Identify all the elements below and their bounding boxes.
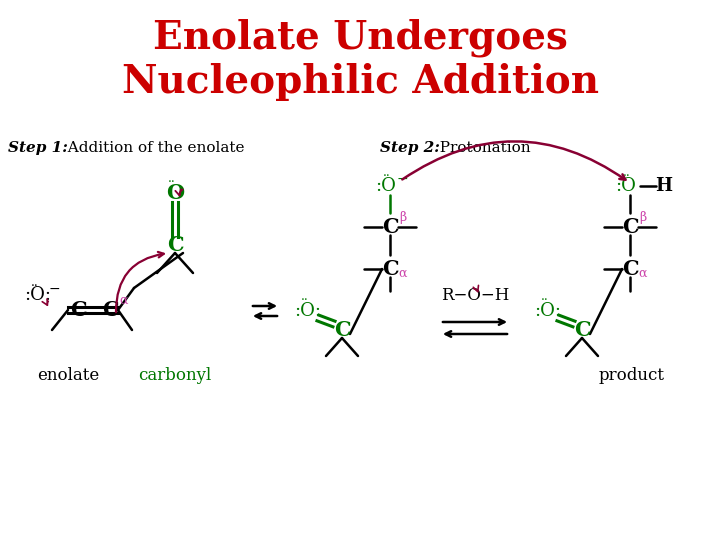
Text: R−O−H: R−O−H: [441, 287, 509, 305]
Text: C: C: [382, 259, 398, 279]
Text: :O:: :O:: [24, 286, 52, 304]
Text: H: H: [655, 177, 672, 195]
Text: Protonation: Protonation: [430, 141, 531, 155]
Text: carbonyl: carbonyl: [138, 367, 212, 383]
Text: β: β: [639, 211, 647, 224]
Text: Addition of the enolate: Addition of the enolate: [58, 141, 245, 155]
Text: ··: ··: [623, 170, 631, 183]
Text: C: C: [333, 320, 351, 340]
Text: −: −: [48, 282, 60, 296]
Text: enolate: enolate: [37, 367, 99, 383]
Text: −: −: [396, 172, 408, 186]
Text: ··: ··: [541, 294, 549, 307]
Text: ··: ··: [31, 280, 39, 293]
Text: α: α: [399, 267, 408, 280]
Text: C: C: [102, 300, 118, 320]
Text: C: C: [574, 320, 590, 340]
Text: C: C: [382, 217, 398, 237]
Text: C: C: [621, 217, 639, 237]
Text: C: C: [621, 259, 639, 279]
Text: Nucleophilic Addition: Nucleophilic Addition: [122, 63, 598, 101]
Text: product: product: [599, 367, 665, 383]
Text: α: α: [639, 267, 647, 280]
Text: O: O: [166, 183, 184, 203]
Text: Enolate Undergoes: Enolate Undergoes: [153, 19, 567, 57]
Text: β: β: [400, 211, 407, 224]
Text: Step 1:: Step 1:: [8, 141, 68, 155]
Text: α: α: [120, 294, 128, 307]
Text: :O:: :O:: [534, 302, 562, 320]
Text: C: C: [167, 235, 184, 255]
Text: ··: ··: [383, 170, 391, 183]
Text: ··: ··: [168, 177, 176, 190]
Text: C: C: [70, 300, 86, 320]
Text: :O:: :O:: [294, 302, 322, 320]
Text: ··: ··: [301, 294, 309, 307]
Text: :O: :O: [376, 177, 397, 195]
Text: :O: :O: [616, 177, 636, 195]
Text: Step 2:: Step 2:: [380, 141, 440, 155]
